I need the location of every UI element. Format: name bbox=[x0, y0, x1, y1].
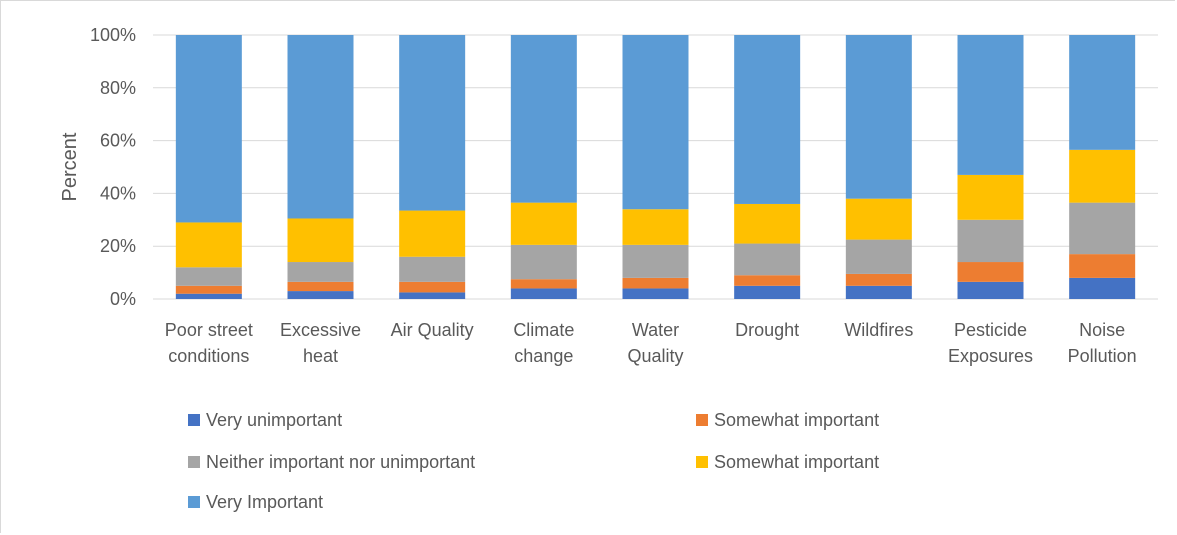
bar-segment bbox=[1069, 277, 1136, 299]
bar-segment bbox=[175, 285, 242, 294]
bar-segment bbox=[175, 35, 242, 223]
x-category-label: Drought bbox=[735, 320, 799, 340]
bars bbox=[175, 35, 1136, 299]
bar-segment bbox=[957, 219, 1024, 263]
bar-segment bbox=[287, 35, 354, 219]
y-tick-label: 80% bbox=[100, 78, 136, 98]
y-tick-label: 100% bbox=[90, 25, 136, 45]
bar-segment bbox=[287, 218, 354, 263]
bar-segment bbox=[622, 288, 689, 299]
bar-segment bbox=[510, 202, 577, 245]
x-category-label: Exposures bbox=[948, 346, 1033, 366]
x-category-labels: Poor street conditions Excessive heat Air Qu… bbox=[165, 320, 1137, 366]
y-tick-labels: 0% 20% 40% 60% 80% 100% bbox=[90, 25, 136, 309]
bar-segment bbox=[1069, 254, 1136, 278]
x-category-label: Water bbox=[632, 320, 679, 340]
y-tick-label: 40% bbox=[100, 183, 136, 203]
bar-segment bbox=[1069, 202, 1136, 255]
legend-swatch bbox=[696, 456, 708, 468]
bar-segment bbox=[399, 281, 466, 293]
x-category-label: Poor street bbox=[165, 320, 253, 340]
y-tick-label: 60% bbox=[100, 131, 136, 151]
bar-segment bbox=[845, 35, 912, 199]
bar-segment bbox=[510, 244, 577, 280]
bar-segment bbox=[622, 209, 689, 245]
bar-segment bbox=[845, 198, 912, 240]
bar-segment bbox=[845, 239, 912, 274]
y-axis-title: Percent bbox=[59, 132, 81, 201]
bar-segment bbox=[957, 174, 1024, 220]
legend: Very unimportant Somewhat important Neithe… bbox=[188, 410, 879, 512]
bar-segment bbox=[1069, 35, 1136, 150]
x-category-label: Pollution bbox=[1068, 346, 1137, 366]
bar-segment bbox=[175, 222, 242, 268]
x-category-label: Wildfires bbox=[844, 320, 913, 340]
bar-segment bbox=[734, 275, 801, 286]
bar-segment bbox=[287, 262, 354, 282]
x-category-label: change bbox=[514, 346, 573, 366]
legend-swatch bbox=[188, 414, 200, 426]
bar-segment bbox=[622, 35, 689, 210]
bar-segment bbox=[510, 288, 577, 299]
y-tick-label: 0% bbox=[110, 289, 136, 309]
bar-segment bbox=[287, 291, 354, 299]
bar-segment bbox=[622, 277, 689, 289]
x-category-label: Climate bbox=[513, 320, 574, 340]
bar-segment bbox=[957, 35, 1024, 175]
bar-segment bbox=[1069, 149, 1136, 203]
legend-swatch bbox=[188, 456, 200, 468]
y-tick-label: 20% bbox=[100, 236, 136, 256]
legend-label: Very unimportant bbox=[206, 410, 342, 430]
bar-segment bbox=[399, 210, 466, 257]
bar-segment bbox=[734, 35, 801, 204]
bar-segment bbox=[845, 273, 912, 286]
bar-segment bbox=[734, 243, 801, 276]
bar-segment bbox=[622, 244, 689, 278]
bar-segment bbox=[399, 292, 466, 299]
bar-segment bbox=[734, 203, 801, 244]
bar-segment bbox=[510, 279, 577, 289]
bar-segment bbox=[957, 281, 1024, 299]
bar-segment bbox=[957, 262, 1024, 282]
legend-swatch bbox=[188, 496, 200, 508]
x-category-label: Noise bbox=[1079, 320, 1125, 340]
legend-label: Somewhat important bbox=[714, 410, 879, 430]
bar-segment bbox=[734, 285, 801, 299]
legend-label: Somewhat important bbox=[714, 452, 879, 472]
x-category-label: Air Quality bbox=[391, 320, 474, 340]
x-category-label: Excessive bbox=[280, 320, 361, 340]
x-category-label: Pesticide bbox=[954, 320, 1027, 340]
x-category-label: conditions bbox=[168, 346, 249, 366]
bar-segment bbox=[175, 293, 242, 299]
bar-segment bbox=[845, 285, 912, 299]
legend-swatch bbox=[696, 414, 708, 426]
x-category-label: heat bbox=[303, 346, 338, 366]
bar-segment bbox=[399, 35, 466, 211]
bar-segment bbox=[510, 35, 577, 203]
x-category-label: Quality bbox=[627, 346, 683, 366]
bar-segment bbox=[175, 267, 242, 286]
legend-label: Neither important nor unimportant bbox=[206, 452, 475, 472]
bar-segment bbox=[287, 281, 354, 292]
legend-label: Very Important bbox=[206, 492, 323, 512]
bar-segment bbox=[399, 256, 466, 282]
